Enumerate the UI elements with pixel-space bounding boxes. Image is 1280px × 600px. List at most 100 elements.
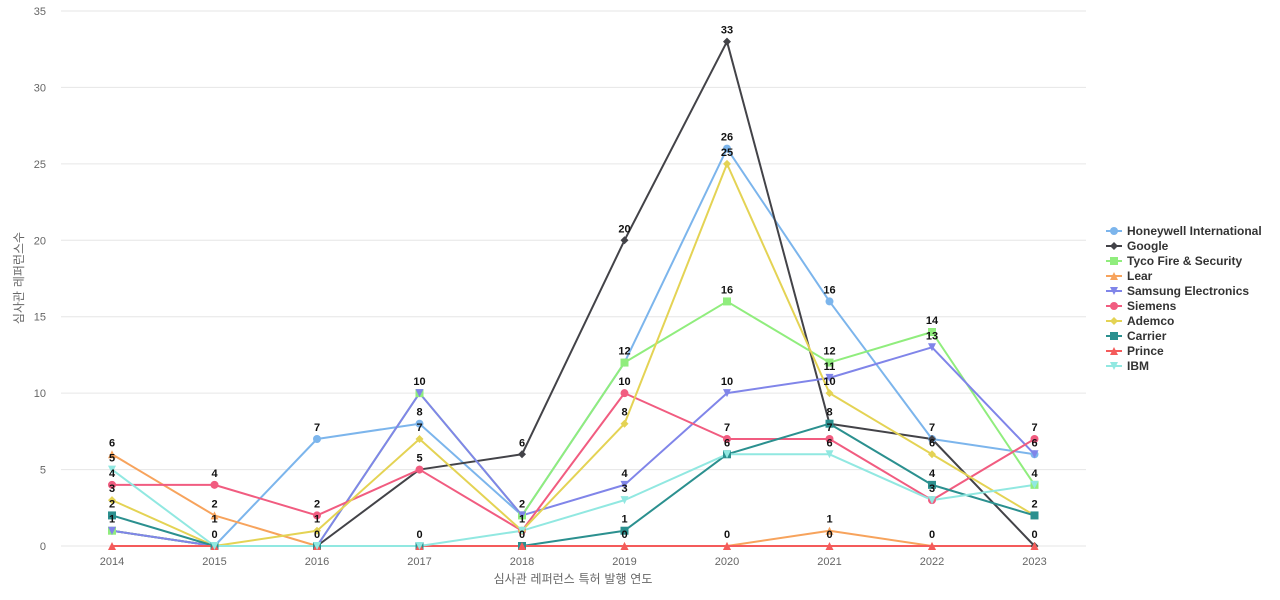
legend-item-ibm[interactable]: IBM — [1106, 359, 1149, 373]
data-point-honeywell-international — [313, 435, 321, 443]
legend-label: Google — [1127, 239, 1169, 253]
data-point-carrier — [108, 511, 116, 520]
y-tick-label: 0 — [40, 541, 46, 553]
legend-item-lear[interactable]: Lear — [1106, 269, 1153, 283]
x-tick-label: 2018 — [510, 556, 534, 568]
data-point-ibm — [620, 496, 629, 505]
data-point-siemens — [825, 435, 834, 443]
legend-label: IBM — [1127, 359, 1149, 373]
series-line-ademco — [111, 162, 1036, 547]
data-point-carrier — [1030, 511, 1039, 520]
data-label: 33 — [721, 25, 733, 37]
data-point-ibm — [1030, 480, 1039, 489]
data-label: 25 — [721, 147, 733, 159]
data-label: 4 — [621, 468, 628, 480]
data-point-ibm — [518, 526, 526, 535]
data-label: 1 — [519, 514, 525, 526]
x-axis-title: 심사관 레퍼런스 특허 발행 연도 — [494, 571, 653, 586]
data-label: 0 — [724, 529, 730, 541]
data-label: 0 — [519, 529, 525, 541]
data-point-honeywell-international — [415, 419, 424, 428]
series-line-ibm — [111, 453, 1035, 547]
legend-item-tyco-fire-security[interactable]: Tyco Fire & Security — [1106, 254, 1242, 268]
x-tick-label: 2016 — [305, 556, 329, 568]
data-point-ibm — [723, 450, 731, 459]
data-label: 10 — [618, 376, 630, 388]
data-point-prince — [723, 542, 731, 550]
data-label: 12 — [823, 346, 835, 358]
data-point-ademco — [108, 496, 116, 505]
data-label: 12 — [618, 346, 630, 358]
x-tick-label: 2020 — [715, 556, 739, 568]
data-point-tyco-fire-security — [928, 328, 936, 336]
legend-item-honeywell-international[interactable]: Honeywell International — [1106, 224, 1262, 238]
data-label: 1 — [109, 514, 115, 526]
x-tick-label: 2021 — [817, 556, 841, 568]
legend-item-carrier[interactable]: Carrier — [1106, 329, 1167, 343]
x-tick-label: 2022 — [920, 556, 944, 568]
data-point-lear — [108, 450, 116, 459]
gridlines — [61, 10, 1086, 547]
data-point-google — [928, 435, 936, 443]
legend-marker — [1110, 272, 1118, 280]
data-point-ademco — [825, 389, 834, 398]
data-label: 7 — [826, 422, 832, 434]
data-label: 0 — [314, 529, 320, 541]
data-label: 8 — [416, 407, 422, 419]
y-tick-label: 25 — [34, 159, 46, 171]
legend-label: Lear — [1127, 269, 1153, 283]
data-label: 0 — [621, 529, 627, 541]
data-point-google — [620, 236, 629, 245]
data-label: 3 — [109, 483, 115, 495]
data-point-siemens — [313, 511, 321, 520]
data-label: 0 — [929, 529, 935, 541]
data-label: 5 — [416, 453, 422, 465]
legend-item-ademco[interactable]: Ademco — [1106, 314, 1174, 328]
data-point-honeywell-international — [723, 144, 731, 153]
data-label: 1 — [314, 514, 320, 526]
data-point-siemens — [108, 480, 116, 489]
data-label: 6 — [724, 437, 730, 449]
data-label: 7 — [929, 422, 935, 434]
legend-marker — [1110, 257, 1118, 265]
series-lines — [111, 40, 1036, 547]
legend-label: Tyco Fire & Security — [1127, 254, 1242, 268]
data-point-ademco — [620, 419, 629, 428]
legend-label: Siemens — [1127, 299, 1177, 313]
data-point-siemens — [1030, 435, 1039, 443]
data-point-ademco — [313, 526, 321, 535]
data-label: 7 — [1031, 422, 1037, 434]
data-label: 8 — [826, 407, 832, 419]
data-point-ademco — [415, 435, 424, 443]
data-point-carrier — [825, 419, 834, 428]
data-label: 7 — [416, 422, 422, 434]
data-label: 10 — [823, 376, 835, 388]
legend-item-siemens[interactable]: Siemens — [1106, 299, 1177, 313]
data-label: 2 — [109, 498, 115, 510]
legend-item-google[interactable]: Google — [1106, 239, 1169, 253]
data-point-prince — [620, 542, 629, 550]
data-point-samsung-electronics — [108, 526, 116, 535]
legend-marker — [1110, 242, 1118, 250]
data-point-samsung-electronics — [723, 389, 731, 398]
y-tick-label: 5 — [40, 465, 46, 477]
data-point-prince — [108, 542, 116, 550]
data-point-ibm — [313, 542, 321, 550]
legend-marker — [1110, 287, 1118, 295]
y-tick-label: 30 — [34, 82, 46, 94]
data-label: 0 — [1031, 529, 1037, 541]
data-point-ademco — [928, 450, 936, 459]
data-label: 6 — [929, 437, 935, 449]
data-label: 26 — [721, 132, 733, 144]
x-tick-label: 2014 — [100, 556, 124, 568]
series-markers — [108, 37, 1039, 550]
data-label: 0 — [211, 529, 217, 541]
data-point-samsung-electronics — [825, 373, 834, 382]
legend-item-prince[interactable]: Prince — [1106, 344, 1164, 358]
data-point-prince — [825, 542, 834, 550]
data-point-siemens — [210, 480, 219, 489]
data-label: 4 — [929, 468, 936, 480]
legend-item-samsung-electronics[interactable]: Samsung Electronics — [1106, 284, 1249, 298]
legend-marker — [1110, 362, 1118, 370]
